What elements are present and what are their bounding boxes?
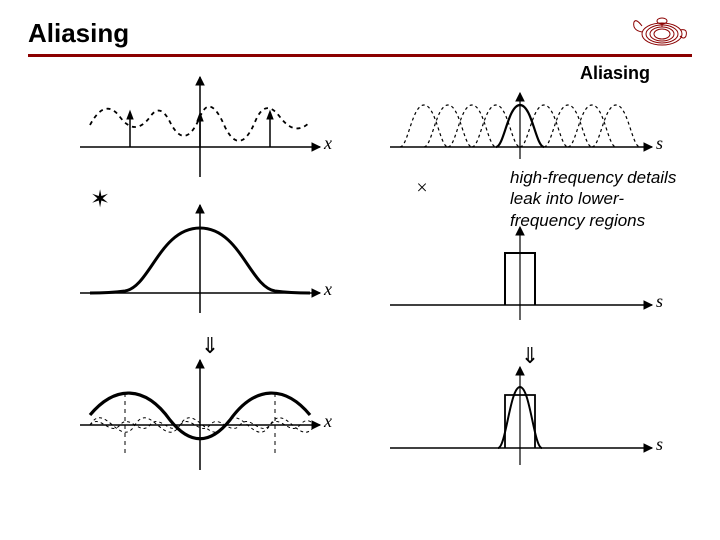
axis-label-x: x [324, 411, 332, 432]
axis-label-s: s [656, 133, 663, 154]
freq-result: s [380, 353, 680, 483]
teapot-icon [630, 8, 690, 50]
spatial-kernel: x [60, 193, 360, 323]
axis-label-x: x [324, 279, 332, 300]
frequency-column: Aliasing [380, 67, 680, 483]
spatial-column: x ✶ x ⇓ [60, 67, 360, 485]
spatial-result: x [60, 345, 360, 485]
freq-box: s [380, 215, 680, 335]
spatial-sampled-signal: x [60, 67, 360, 187]
axis-label-s: s [656, 434, 663, 455]
axis-label-s: s [656, 291, 663, 312]
freq-title: Aliasing [580, 63, 650, 84]
freq-replicated: s [380, 85, 680, 175]
slide-title: Aliasing [28, 18, 692, 49]
diagram-content: x ✶ x ⇓ [0, 57, 720, 537]
slide-header: Aliasing [0, 0, 720, 57]
axis-label-x: x [324, 133, 332, 154]
